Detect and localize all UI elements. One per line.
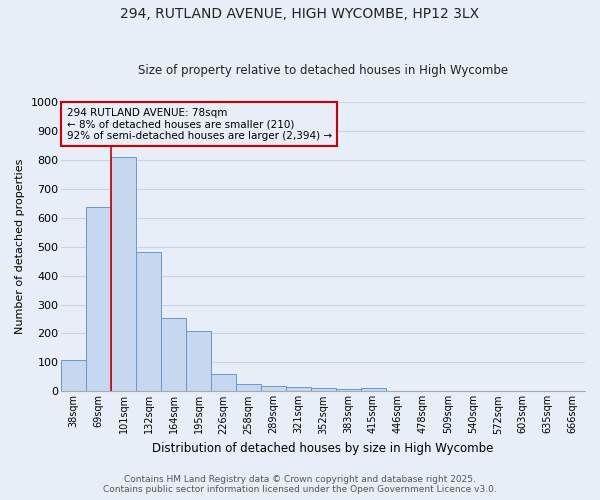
Bar — [111, 157, 136, 392]
Bar — [61, 360, 86, 392]
Bar — [186, 330, 211, 392]
Y-axis label: Number of detached properties: Number of detached properties — [15, 159, 25, 334]
Bar — [236, 384, 261, 392]
Text: Contains public sector information licensed under the Open Government Licence v3: Contains public sector information licen… — [103, 485, 497, 494]
Text: 294 RUTLAND AVENUE: 78sqm
← 8% of detached houses are smaller (210)
92% of semi-: 294 RUTLAND AVENUE: 78sqm ← 8% of detach… — [67, 108, 332, 141]
Bar — [211, 374, 236, 392]
Bar — [361, 388, 386, 392]
Bar — [161, 318, 186, 392]
X-axis label: Distribution of detached houses by size in High Wycombe: Distribution of detached houses by size … — [152, 442, 494, 455]
Text: 294, RUTLAND AVENUE, HIGH WYCOMBE, HP12 3LX: 294, RUTLAND AVENUE, HIGH WYCOMBE, HP12 … — [121, 8, 479, 22]
Text: Contains HM Land Registry data © Crown copyright and database right 2025.: Contains HM Land Registry data © Crown c… — [124, 475, 476, 484]
Bar — [261, 386, 286, 392]
Bar — [86, 208, 111, 392]
Bar — [286, 387, 311, 392]
Bar — [335, 390, 361, 392]
Bar — [136, 252, 161, 392]
Title: Size of property relative to detached houses in High Wycombe: Size of property relative to detached ho… — [138, 64, 508, 77]
Bar — [311, 388, 335, 392]
